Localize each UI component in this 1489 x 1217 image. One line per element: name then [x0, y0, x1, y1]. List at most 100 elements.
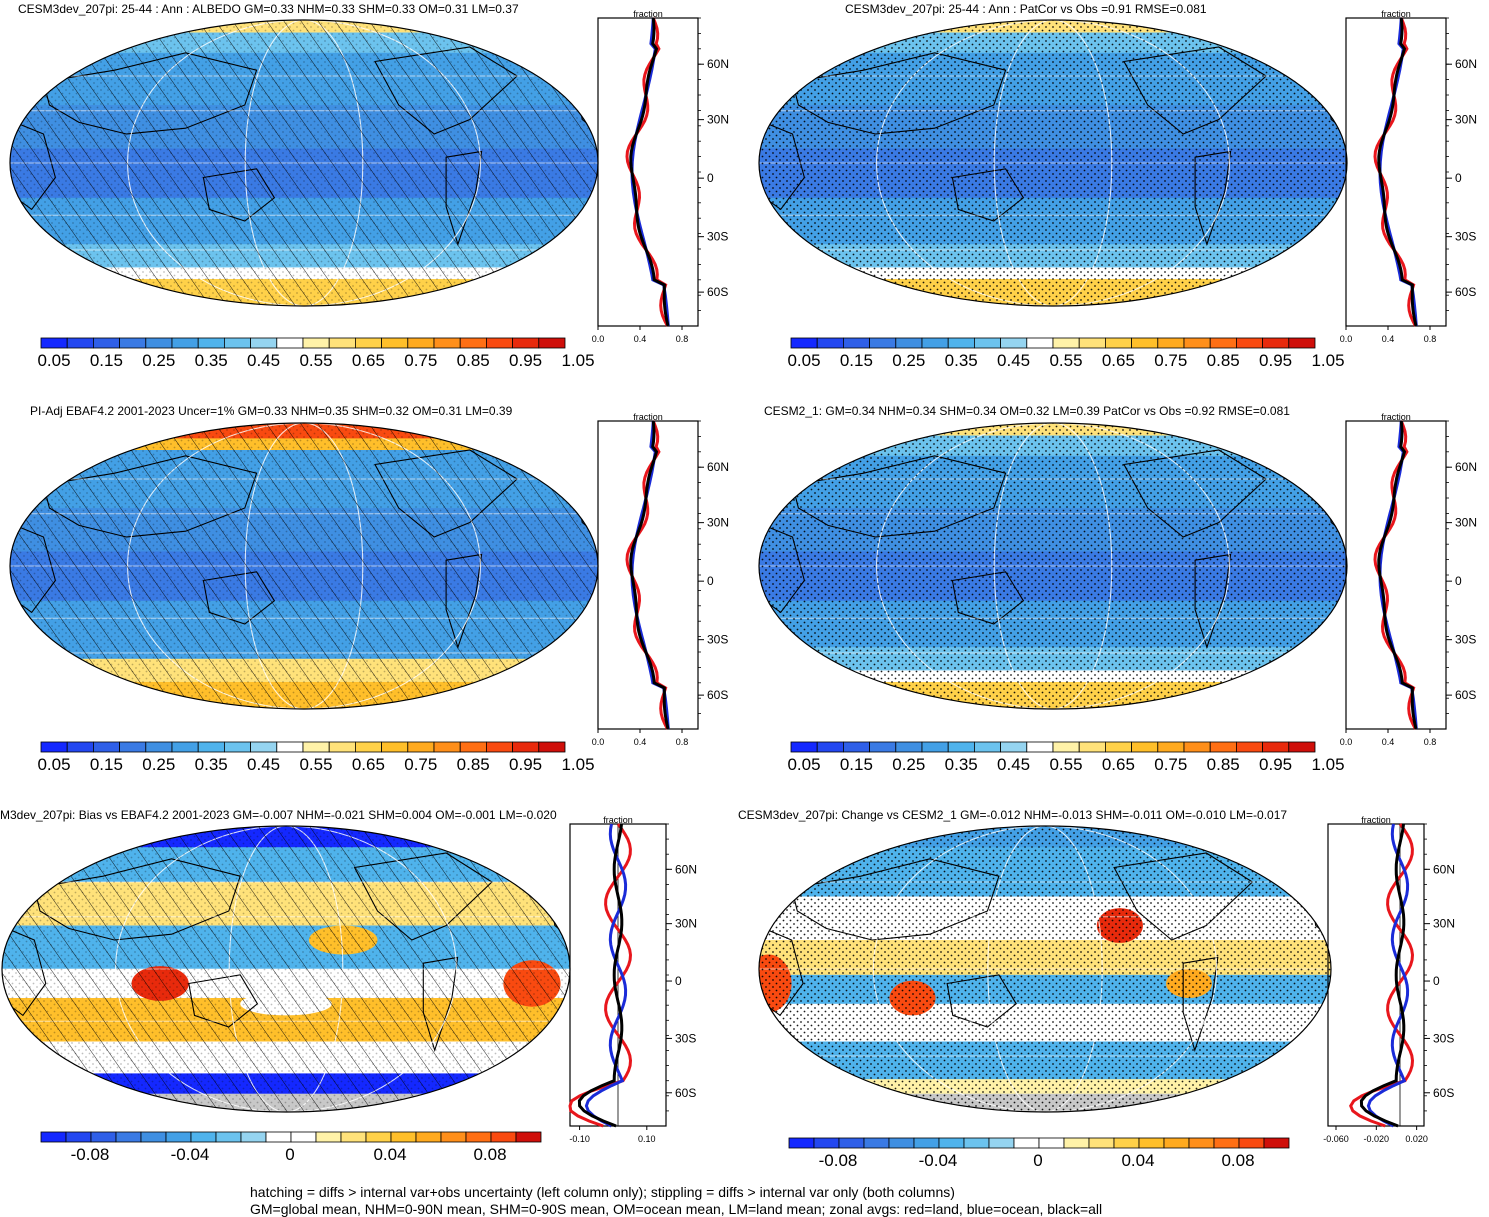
- colorbar-swatch: [947, 337, 975, 349]
- colorbar-swatch: [197, 741, 225, 753]
- zonal-lat-label: 0: [675, 974, 682, 988]
- zonal-lat-label: 60S: [1455, 688, 1476, 702]
- colorbar-swatch: [512, 337, 540, 349]
- colorbar-tick-label: 0.15: [839, 351, 873, 370]
- colorbar-swatch: [863, 1137, 890, 1149]
- zonal-lat-label: 60S: [675, 1086, 696, 1100]
- colorbar-swatch: [913, 1137, 940, 1149]
- colorbar-swatch: [843, 337, 871, 349]
- colorbar-swatch: [512, 741, 540, 753]
- zonal-x-tick-label: 0.020: [1405, 1134, 1428, 1144]
- colorbar-swatch: [433, 337, 461, 349]
- colorbar-swatch: [816, 741, 844, 753]
- colorbar-swatch: [381, 337, 409, 349]
- colorbar-tick-label: 0.75: [404, 755, 438, 774]
- colorbar-tick-label: 0.35: [944, 351, 978, 370]
- panel-4-title: CESM2_1: GM=0.34 NHM=0.34 SHM=0.34 OM=0.…: [764, 404, 1290, 418]
- colorbar-swatch: [538, 741, 566, 753]
- colorbar-swatch: [90, 1131, 117, 1143]
- colorbar-tick-label: 0.45: [247, 755, 281, 774]
- zonal-axis-title: fraction: [603, 815, 633, 825]
- panel-1-zonal-plot: fraction 60N 30N 0 30S 60S 0.0 0.4 0.8: [592, 9, 748, 356]
- panel-5-zonal-plot: fraction 60N 30N 0 30S 60S -0.10 0.10: [568, 815, 716, 1156]
- colorbar-tick-label: 0.35: [194, 351, 228, 370]
- zonal-lat-label: 60S: [707, 285, 728, 299]
- colorbar-swatch: [119, 741, 147, 753]
- colorbar-tick-label: 0.75: [404, 351, 438, 370]
- zonal-ocean-curve: [1366, 823, 1410, 1128]
- colorbar-swatch: [1209, 337, 1237, 349]
- colorbar-swatch: [93, 741, 121, 753]
- colorbar-swatch: [485, 337, 513, 349]
- colorbar-swatch: [963, 1137, 990, 1149]
- colorbar-tick-label: 0.95: [1259, 351, 1293, 370]
- colorbar-swatch: [1088, 1137, 1115, 1149]
- zonal-x-tick-label: -0.10: [569, 1134, 590, 1144]
- colorbar-swatch: [1078, 337, 1106, 349]
- colorbar-swatch: [947, 741, 975, 753]
- colorbar-tick-label: -0.04: [918, 1151, 958, 1170]
- colorbar-swatch: [988, 1137, 1015, 1149]
- zonal-x-tick-label: 0.10: [638, 1134, 656, 1144]
- zonal-lat-label: 60N: [675, 862, 697, 876]
- colorbar-tick-label: 0.15: [89, 755, 123, 774]
- zonal-lat-label: 60N: [1455, 460, 1477, 474]
- zonal-lat-label: 60S: [1455, 285, 1476, 299]
- colorbar-swatch: [888, 1137, 915, 1149]
- panel-2-map: [757, 18, 1349, 308]
- colorbar-swatch: [1026, 741, 1054, 753]
- zonal-axis-title: fraction: [633, 412, 663, 422]
- panel-5-colorbar: -0.08 -0.04 0 0.04 0.08: [40, 1131, 542, 1164]
- panel-3-colorbar: 0.05 0.15 0.25 0.35 0.45 0.55 0.65 0.75 0.85 0.95…: [37, 741, 595, 774]
- colorbar-swatch: [1000, 337, 1028, 349]
- colorbar-swatch: [415, 1131, 442, 1143]
- colorbar-tick-label: 1.05: [1311, 755, 1345, 774]
- colorbar-tick-label: 0.05: [37, 351, 71, 370]
- zonal-x-tick-label: 0.4: [634, 737, 647, 747]
- zonal-x-tick-label: 0.8: [676, 737, 689, 747]
- colorbar-tick-label: 0.25: [892, 351, 926, 370]
- colorbar-swatch: [1052, 337, 1080, 349]
- zonal-lat-label: 60N: [707, 57, 729, 71]
- colorbar-tick-label: -0.04: [170, 1145, 210, 1164]
- colorbar-swatch: [895, 337, 923, 349]
- panel-1-title: CESM3dev_207pi: 25-44 : Ann : ALBEDO GM=…: [18, 2, 519, 16]
- panel-4-map: [757, 421, 1349, 711]
- colorbar-swatch: [440, 1131, 467, 1143]
- colorbar-tick-label: 1.05: [1311, 351, 1345, 370]
- colorbar-swatch: [165, 1131, 192, 1143]
- colorbar-swatch: [66, 337, 94, 349]
- colorbar-tick-label: 0: [1033, 1151, 1043, 1170]
- zonal-lat-label: 0: [707, 574, 714, 588]
- panel-3-map: [8, 421, 600, 711]
- colorbar-swatch: [1013, 1137, 1040, 1149]
- colorbar-swatch: [365, 1131, 392, 1143]
- panel-6-map: [757, 824, 1333, 1114]
- colorbar-tick-label: 0.45: [247, 351, 281, 370]
- colorbar-swatch: [1183, 741, 1211, 753]
- zonal-x-tick-label: 0.4: [634, 334, 647, 344]
- colorbar-swatch: [1183, 337, 1211, 349]
- colorbar-swatch: [328, 741, 356, 753]
- panel-1-map: [8, 18, 600, 308]
- colorbar-swatch: [490, 1131, 517, 1143]
- colorbar-swatch: [1238, 1137, 1265, 1149]
- colorbar-swatch: [328, 337, 356, 349]
- colorbar-swatch: [538, 337, 566, 349]
- zonal-all-curve: [577, 823, 624, 1128]
- colorbar-tick-label: -0.08: [818, 1151, 858, 1170]
- colorbar-tick-label: 0.95: [1259, 755, 1293, 774]
- colorbar-tick-label: 0.95: [509, 351, 543, 370]
- colorbar-tick-label: 0.25: [142, 351, 176, 370]
- colorbar-tick-label: 0.75: [1154, 351, 1188, 370]
- zonal-x-tick-label: 0.0: [592, 334, 605, 344]
- colorbar-swatch: [145, 337, 173, 349]
- colorbar-tick-label: 0.55: [1049, 351, 1083, 370]
- zonal-lat-label: 60N: [1455, 57, 1477, 71]
- colorbar-swatch: [93, 337, 121, 349]
- zonal-x-tick-label: 0.8: [676, 334, 689, 344]
- colorbar-swatch: [340, 1131, 367, 1143]
- colorbar-swatch: [390, 1131, 417, 1143]
- colorbar-swatch: [302, 741, 330, 753]
- zonal-x-tick-label: 0.0: [1340, 334, 1353, 344]
